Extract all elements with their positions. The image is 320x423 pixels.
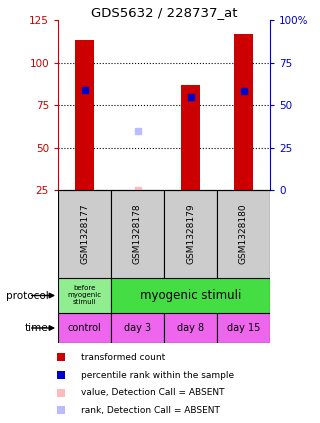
Bar: [181, 85, 200, 190]
Text: GSM1328180: GSM1328180: [239, 204, 248, 264]
Text: value, Detection Call = ABSENT: value, Detection Call = ABSENT: [81, 388, 224, 397]
Bar: [164, 190, 217, 278]
Bar: [75, 41, 94, 190]
Bar: [58, 190, 111, 278]
Bar: [111, 278, 270, 313]
Text: time: time: [25, 323, 48, 333]
Bar: [111, 313, 164, 343]
Bar: [234, 33, 253, 190]
Text: before
myogenic
stimuli: before myogenic stimuli: [68, 286, 101, 305]
Text: percentile rank within the sample: percentile rank within the sample: [81, 371, 234, 379]
Text: GSM1328178: GSM1328178: [133, 204, 142, 264]
Text: GSM1328177: GSM1328177: [80, 204, 89, 264]
Bar: [217, 313, 270, 343]
Title: GDS5632 / 228737_at: GDS5632 / 228737_at: [91, 6, 237, 19]
Text: day 3: day 3: [124, 323, 151, 333]
Text: rank, Detection Call = ABSENT: rank, Detection Call = ABSENT: [81, 406, 220, 415]
Bar: [217, 190, 270, 278]
Bar: [111, 190, 164, 278]
Bar: [58, 313, 111, 343]
Text: GSM1328179: GSM1328179: [186, 204, 195, 264]
Text: day 15: day 15: [227, 323, 260, 333]
Text: myogenic stimuli: myogenic stimuli: [140, 289, 241, 302]
Bar: [164, 313, 217, 343]
Text: protocol: protocol: [6, 291, 48, 300]
Text: transformed count: transformed count: [81, 353, 165, 362]
Text: day 8: day 8: [177, 323, 204, 333]
Bar: [58, 278, 111, 313]
Text: control: control: [68, 323, 101, 333]
